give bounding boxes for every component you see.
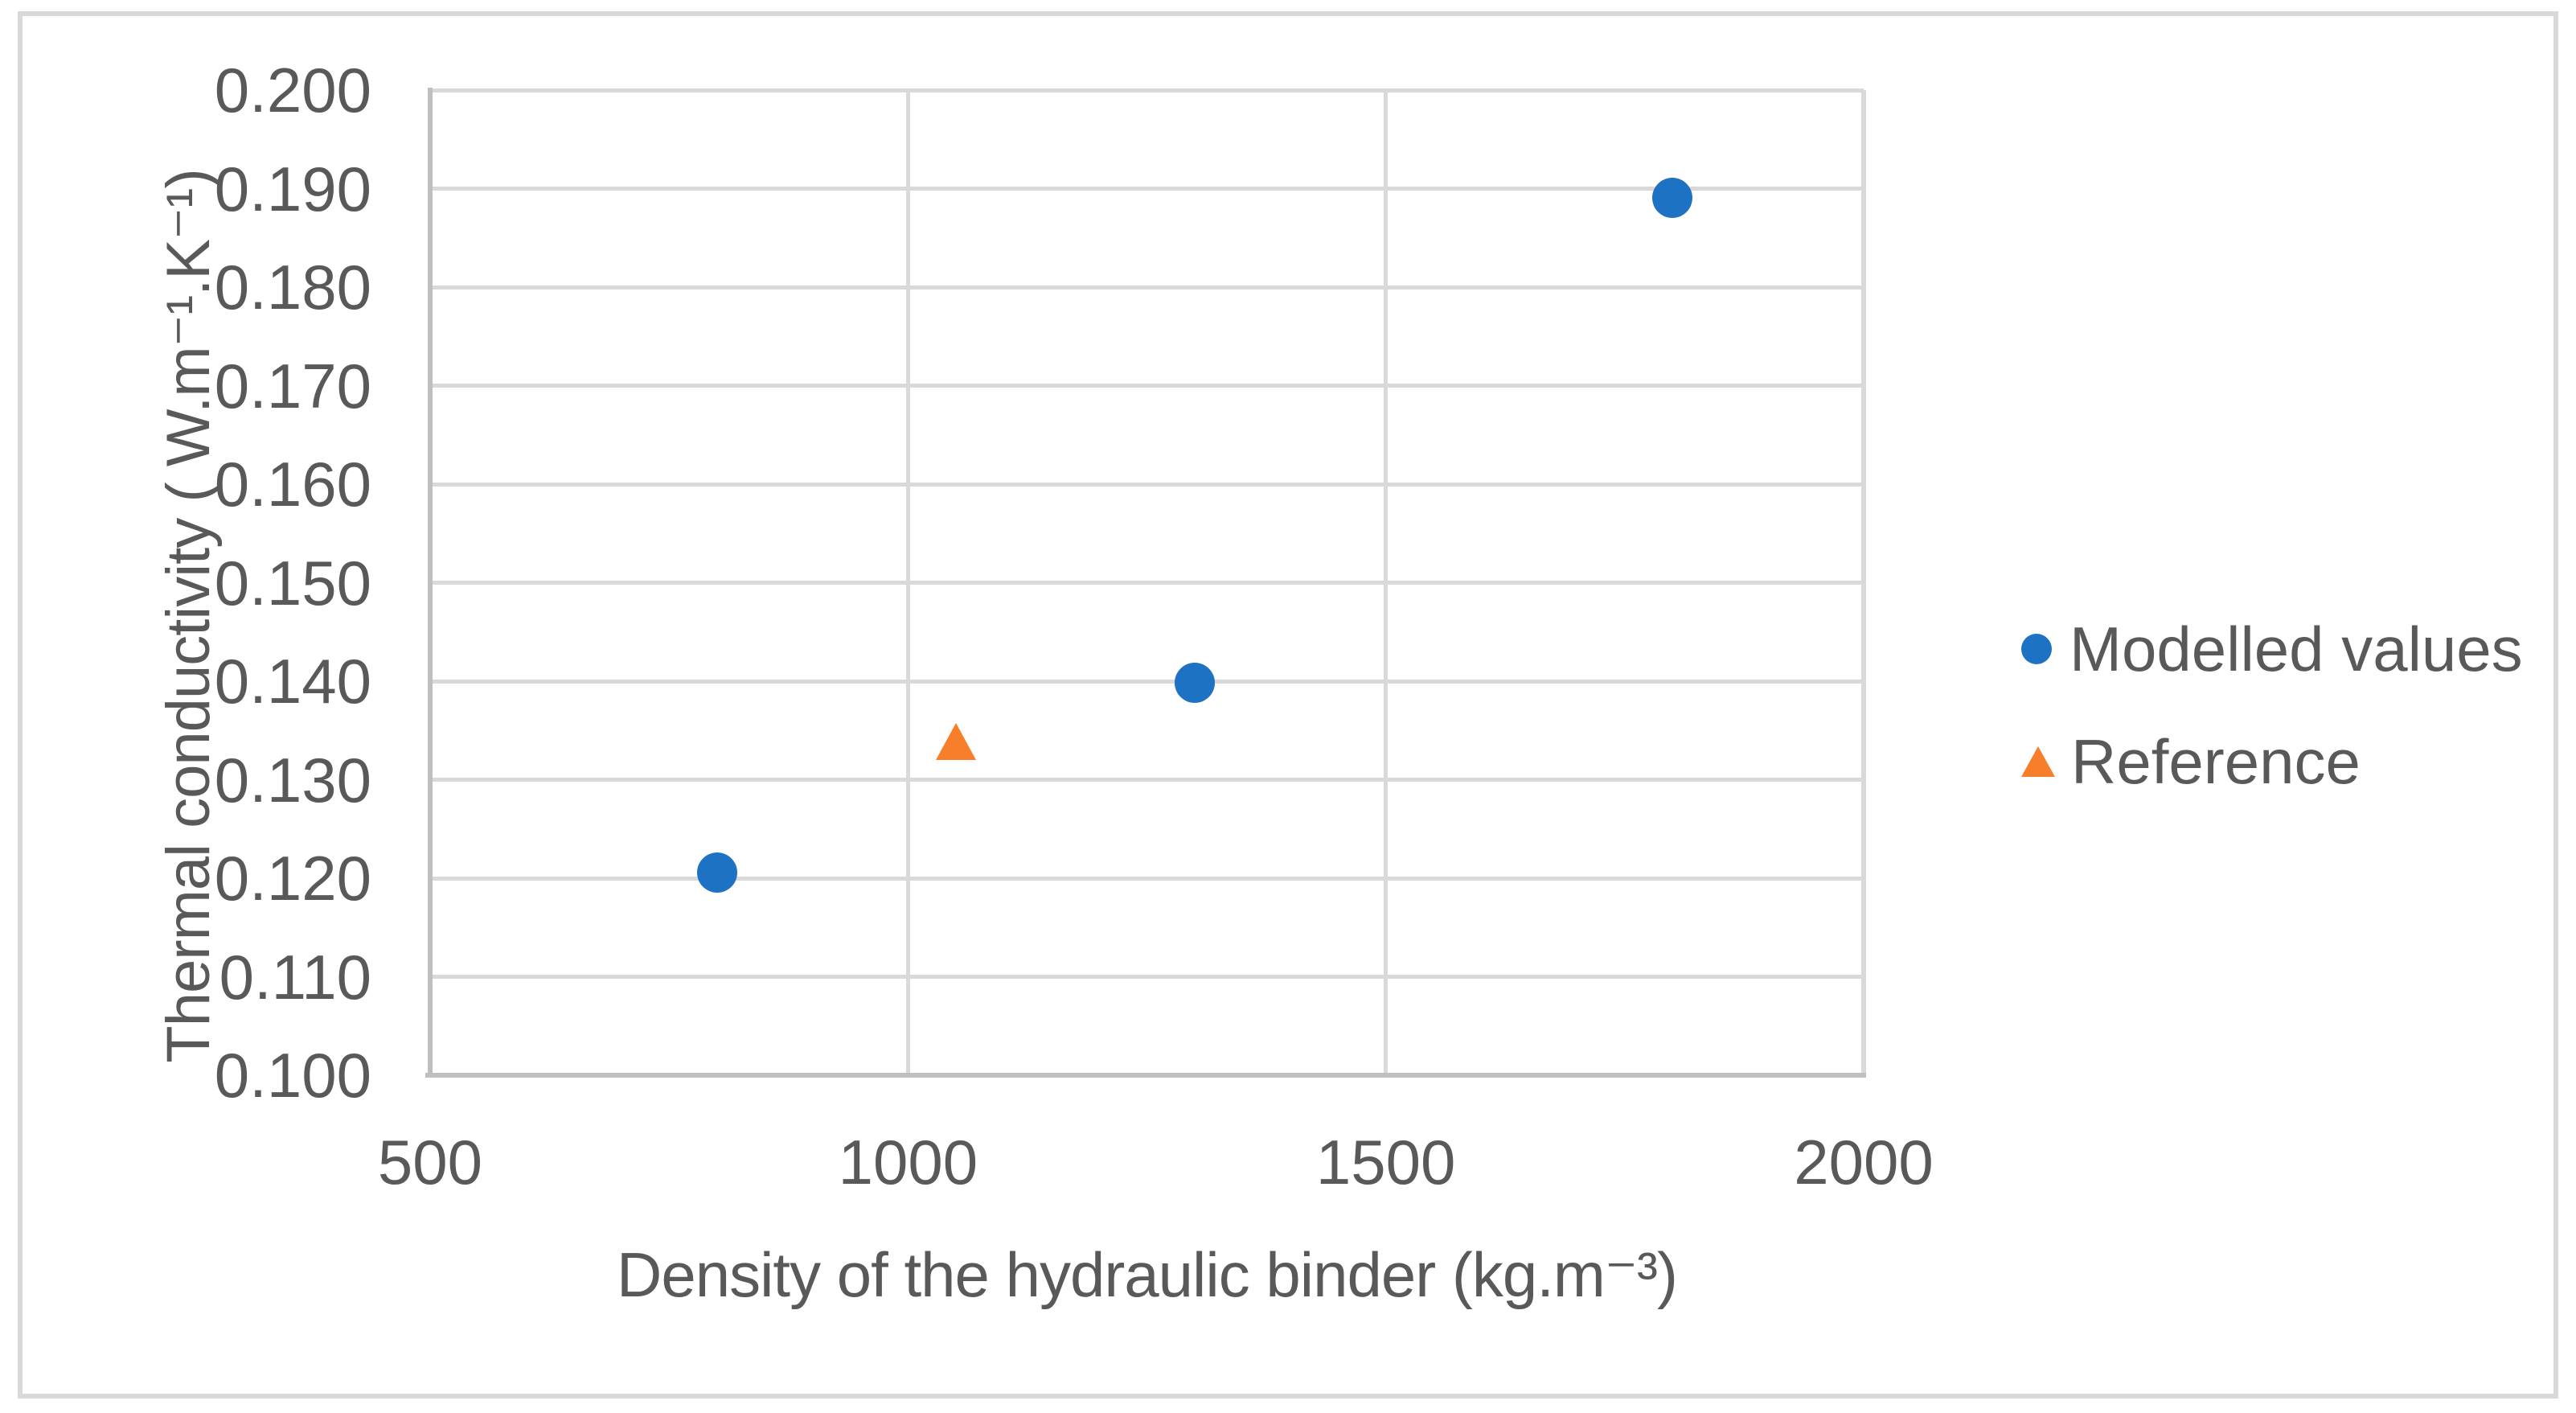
- legend-item-modelled-values: Modelled values: [2021, 618, 2523, 680]
- data-point-circle: [1652, 177, 1693, 218]
- gridline: [430, 88, 1864, 92]
- y-tick-label: 0.150: [214, 547, 371, 618]
- gridline: [430, 975, 1864, 979]
- x-axis-title: Density of the hydraulic binder (kg.m⁻³): [616, 1239, 1678, 1310]
- x-tick-label: 1000: [838, 1127, 978, 1197]
- x-tick-label: 2000: [1794, 1127, 1934, 1197]
- gridline: [430, 778, 1864, 782]
- gridline: [430, 187, 1864, 191]
- gridline: [430, 679, 1864, 684]
- legend-item-reference: Reference: [2021, 730, 2361, 793]
- gridline: [430, 285, 1864, 290]
- gridline: [430, 482, 1864, 487]
- triangle-marker-icon: [2021, 746, 2055, 777]
- y-tick-label: 0.200: [214, 55, 371, 125]
- data-point-circle: [696, 852, 737, 893]
- y-tick-label: 0.180: [214, 252, 371, 322]
- gridline: [430, 876, 1864, 881]
- y-tick-label: 0.130: [214, 744, 371, 815]
- data-point-circle: [1174, 663, 1215, 704]
- circle-marker-icon: [2021, 634, 2052, 664]
- y-tick-label: 0.190: [214, 153, 371, 224]
- y-tick-label: 0.100: [214, 1040, 371, 1111]
- plot-area: [425, 88, 1866, 1078]
- y-axis-tick-labels: 0.200 0.190 0.180 0.170 0.160 0.150 0.140 0.130…: [0, 58, 371, 1107]
- y-axis-title: Thermal conductivity ( W.m⁻¹.K⁻¹): [154, 169, 223, 1063]
- legend-label: Modelled values: [2069, 614, 2523, 684]
- y-tick-label: 0.160: [214, 449, 371, 520]
- x-tick-label: 500: [377, 1127, 483, 1197]
- y-tick-label: 0.120: [214, 843, 371, 914]
- x-axis-line: [425, 1073, 1866, 1078]
- y-tick-label: 0.170: [214, 350, 371, 421]
- legend-label: Reference: [2071, 726, 2361, 797]
- gridline: [430, 384, 1864, 388]
- x-axis-tick-labels: 500 1000 1500 2000: [378, 1127, 1934, 1200]
- gridline: [430, 581, 1864, 585]
- y-tick-label: 0.110: [219, 941, 371, 1013]
- plot-right-border: [1861, 90, 1866, 1075]
- y-tick-label: 0.140: [214, 646, 371, 717]
- x-tick-label: 1500: [1315, 1127, 1456, 1197]
- data-point-triangle: [935, 722, 976, 760]
- y-axis-line: [428, 88, 433, 1078]
- figure-border: [18, 11, 2558, 1399]
